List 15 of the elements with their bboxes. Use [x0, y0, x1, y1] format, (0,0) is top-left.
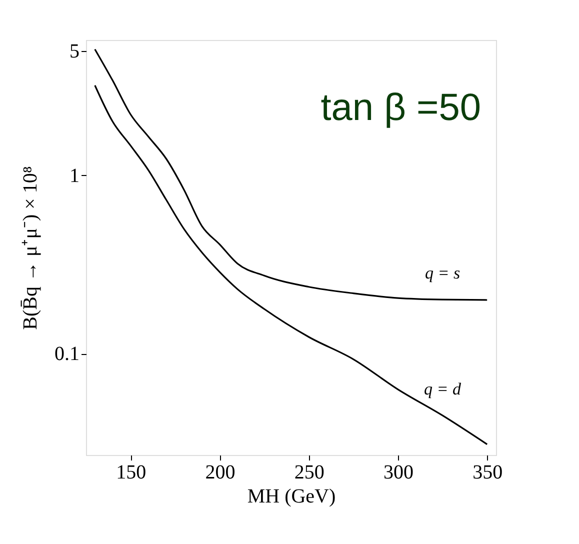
x-tick-label: 250	[294, 462, 324, 484]
series-label: q = d	[424, 379, 462, 398]
series-label: q = s	[424, 264, 460, 283]
y-tick-label: 5	[70, 40, 80, 62]
y-tick-label: 1	[70, 164, 80, 187]
y-axis-title: B(B̄q → μ⁺μ⁻) × 10⁸	[20, 166, 42, 330]
x-tick-label: 200	[205, 462, 236, 484]
y-tick-label: 0.1	[54, 343, 80, 366]
x-tick-label: 150	[116, 462, 146, 484]
x-tick-label: 350	[472, 462, 503, 484]
line-series	[94, 84, 488, 446]
x-axis-title: MH (GeV)	[247, 486, 336, 508]
x-tick-label: 300	[383, 462, 414, 484]
annotation: tan β =50	[320, 87, 481, 129]
line-series	[94, 48, 488, 301]
